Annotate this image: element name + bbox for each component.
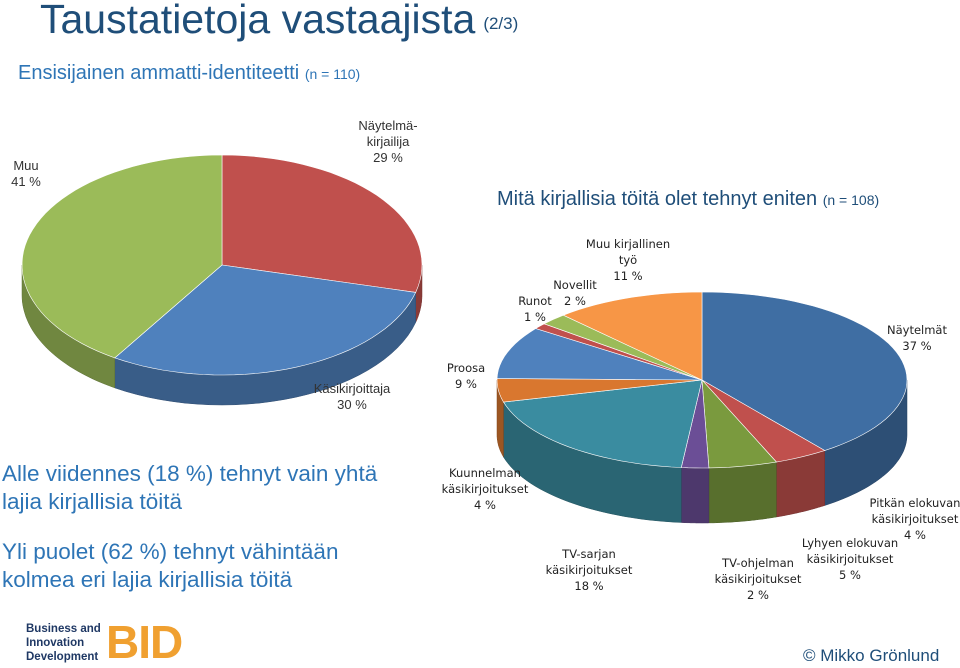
pie-label: Näytelmä-kirjailija 29 % xyxy=(358,118,417,166)
pie-slice xyxy=(114,264,417,376)
pie-label-value: 5 % xyxy=(839,568,861,582)
pie-label-value: 18 % xyxy=(574,579,604,593)
pie-label: Näytelmät 37 % xyxy=(887,322,947,354)
pie-label-name: Käsikirjoittaja xyxy=(313,381,391,396)
pie-slice-side xyxy=(681,467,710,524)
pie-label-name: Näytelmät xyxy=(887,323,947,337)
pie-slice xyxy=(562,291,703,381)
pie-label-value: 30 % xyxy=(337,397,367,412)
pie-label-name: Lyhyen elokuvan xyxy=(801,536,899,550)
pie-label-name: Proosa xyxy=(446,361,486,375)
pie-label-name: käsikirjoitukset xyxy=(545,563,633,577)
pie-label-name: TV-ohjelman xyxy=(722,556,794,570)
copyright: © Mikko Grönlund xyxy=(803,646,940,665)
page-title-suffix: (2/3) xyxy=(483,14,519,33)
note-single-genre: Alle viidennes (18 %) tehnyt vain yhtä l… xyxy=(2,460,377,516)
chart1-subtitle: Ensisijainen ammatti-identiteetti (n = 1… xyxy=(18,62,361,84)
pie-label-name: Muu xyxy=(13,158,39,173)
pie-slice xyxy=(701,291,908,451)
pie-label-name: kirjailija xyxy=(366,134,410,149)
note-line: kolmea eri lajia kirjallisia töitä xyxy=(2,567,293,592)
pie-label: Runot 1 % xyxy=(518,293,552,325)
pie-slice xyxy=(496,328,703,381)
pie-label-name: käsikirjoitukset xyxy=(806,552,894,566)
pie-label-value: 37 % xyxy=(902,339,932,353)
pie-label-name: Pitkän elokuvan xyxy=(869,496,960,510)
chart1-n: (n = 110) xyxy=(304,66,361,82)
bid-logo-mark: BID xyxy=(106,616,183,668)
pie-label: Kuunnelman käsikirjoitukset 4 % xyxy=(442,465,529,513)
pie-label-value: 2 % xyxy=(747,588,769,602)
pie-label-value: 29 % xyxy=(373,150,403,165)
pie-slice xyxy=(502,379,703,468)
pie-label-value: 1 % xyxy=(524,310,546,324)
pie-label-name: käsikirjoitukset xyxy=(871,512,959,526)
pie-label-value: 4 % xyxy=(474,498,496,512)
pie-label-name: työ xyxy=(618,253,638,267)
page-title: Taustatietoja vastaajista (2/3) xyxy=(40,0,519,42)
pie-label: Novellit 2 % xyxy=(553,277,597,309)
pie-chart-1 xyxy=(21,154,423,406)
pie-label-name: käsikirjoitukset xyxy=(441,482,529,496)
pie-chart-2 xyxy=(496,291,908,524)
note-line: Yli puolet (62 %) tehnyt vähintään xyxy=(2,539,339,564)
pie-label: Muu 41 % xyxy=(11,158,41,190)
pie-label-name: Muu kirjallinen xyxy=(585,237,671,251)
pie-label-value: 41 % xyxy=(11,174,41,189)
bid-logo-text: Business and Innovation Development xyxy=(26,623,101,663)
pie-label-name: käsikirjoitukset xyxy=(714,572,802,586)
pie-label-value: 9 % xyxy=(455,377,477,391)
pie-slice xyxy=(701,379,777,469)
pie-slice xyxy=(21,154,223,359)
pie-label: Proosa 9 % xyxy=(447,360,485,392)
pie-slice-side xyxy=(708,461,777,524)
chart2-n: (n = 108) xyxy=(822,192,880,208)
pie-slice xyxy=(701,379,826,463)
pie-label-value: 11 % xyxy=(613,269,643,283)
note-line: lajia kirjallisia töitä xyxy=(2,489,183,514)
chart2-subtitle: Mitä kirjallisia töitä olet tehnyt enite… xyxy=(497,188,880,210)
pie-label: TV-ohjelman käsikirjoitukset 2 % xyxy=(715,555,802,603)
note-three-genres: Yli puolet (62 %) tehnyt vähintään kolme… xyxy=(2,538,338,594)
pie-label: Muu kirjallinen työ 11 % xyxy=(586,236,670,284)
pie-label-name: Kuunnelman xyxy=(449,466,521,480)
pie-label-value: 4 % xyxy=(904,528,926,542)
pie-label: TV-sarjan käsikirjoitukset 18 % xyxy=(546,546,633,594)
pie-slice xyxy=(496,378,703,403)
note-line: Alle viidennes (18 %) tehnyt vain yhtä xyxy=(2,461,378,486)
pie-label-name: TV-sarjan xyxy=(562,547,616,561)
pie-label: Pitkän elokuvan käsikirjoitukset 4 % xyxy=(870,495,960,543)
pie-label: Lyhyen elokuvan käsikirjoitukset 5 % xyxy=(802,535,898,583)
pie-label-name: Näytelmä- xyxy=(358,118,418,133)
pie-label-value: 2 % xyxy=(564,294,586,308)
pie-label-name: Runot xyxy=(518,294,552,308)
pie-slice xyxy=(221,154,423,293)
pie-label: Käsikirjoittaja 30 % xyxy=(314,381,391,413)
pie-label-name: Novellit xyxy=(553,278,597,292)
